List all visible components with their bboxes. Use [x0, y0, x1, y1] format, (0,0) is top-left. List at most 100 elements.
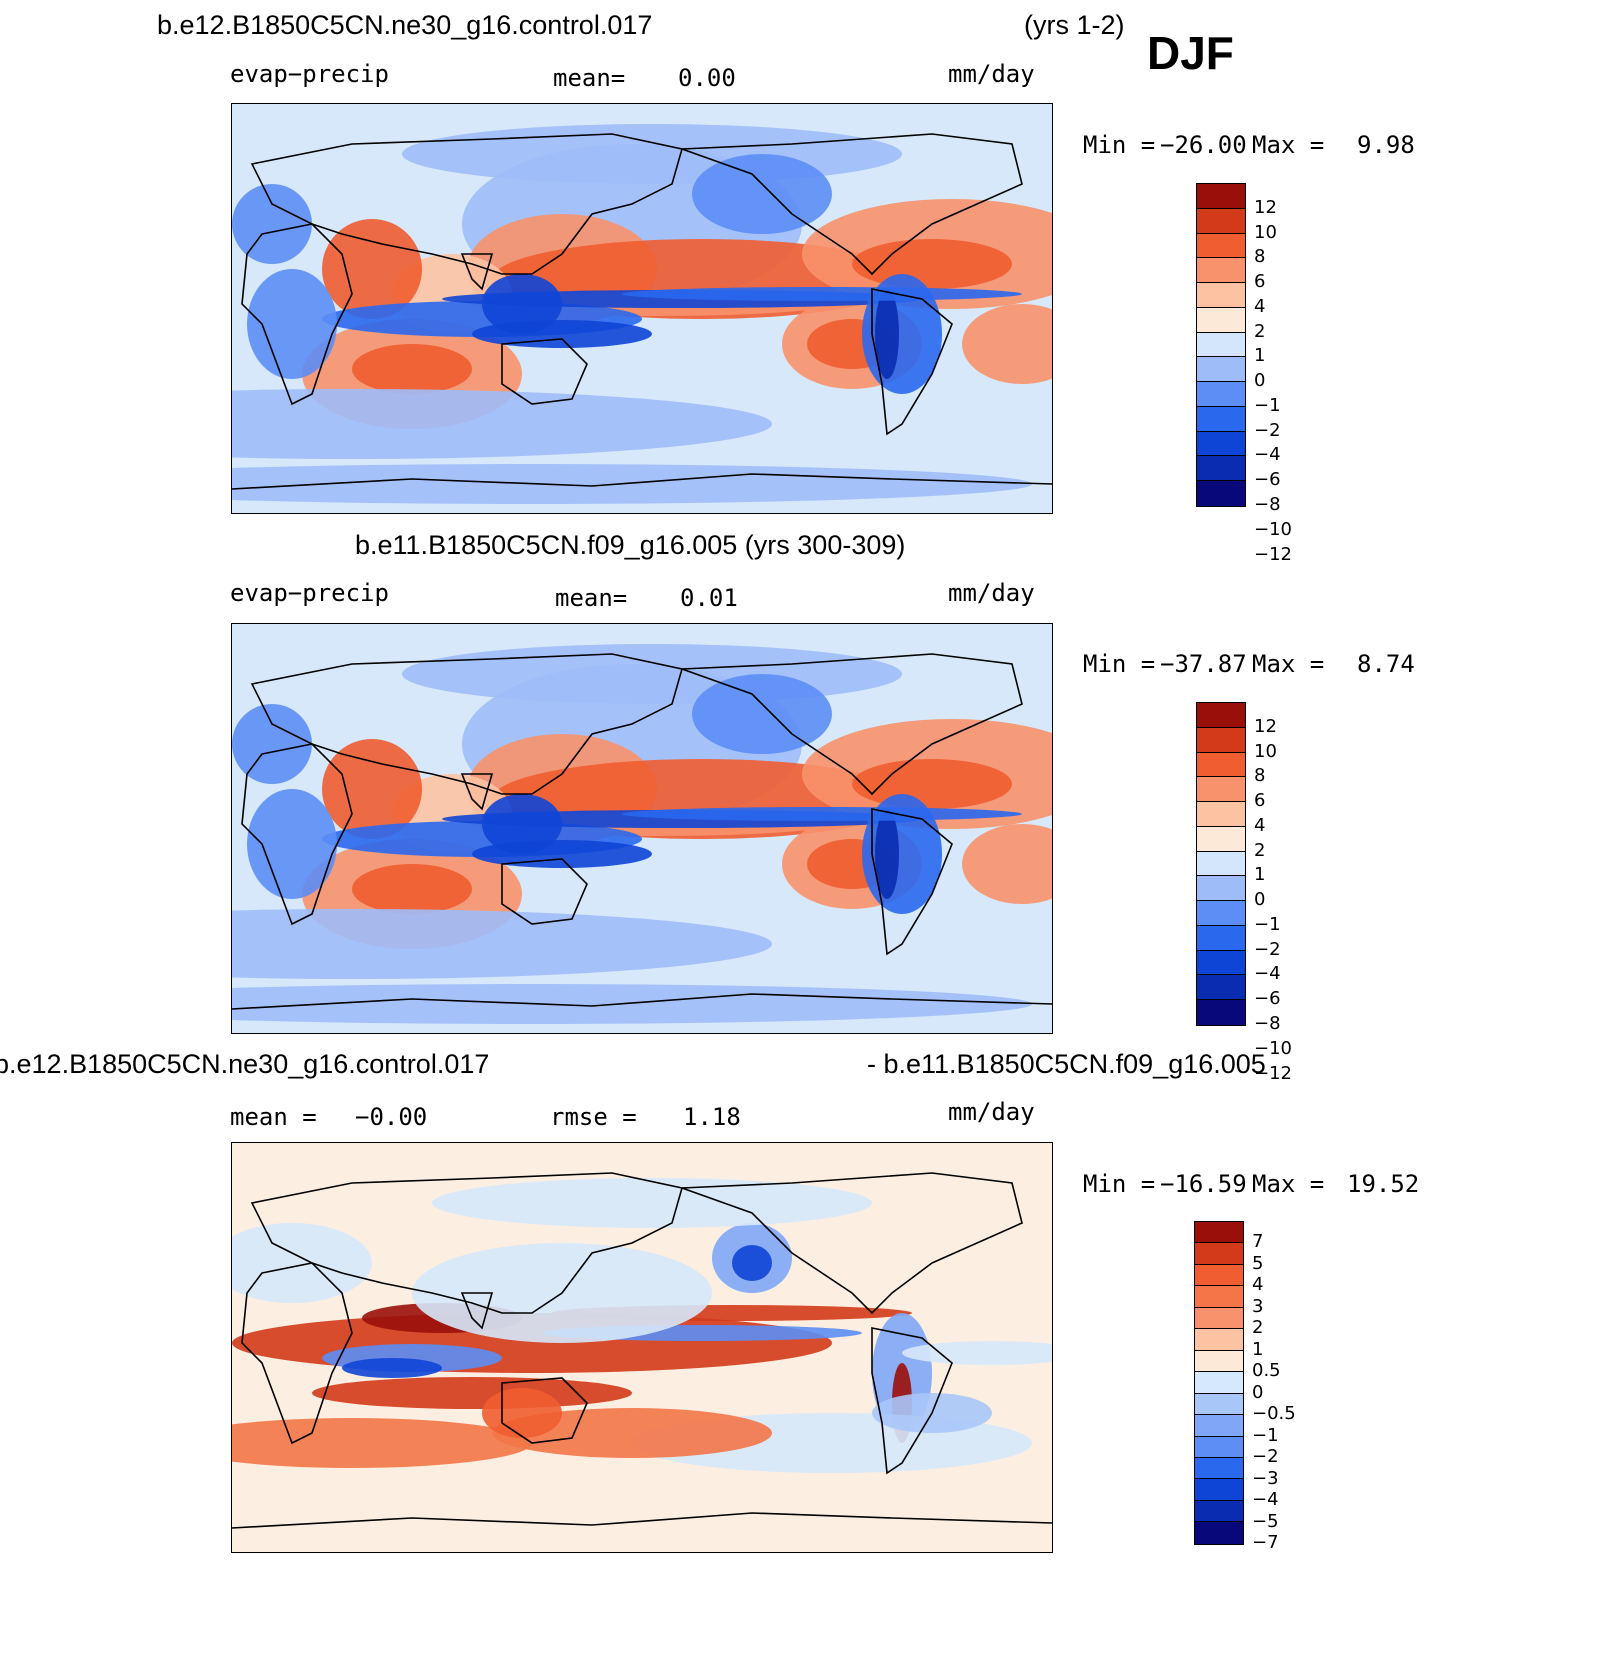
colorbar-segment	[1197, 481, 1245, 506]
colorbar-segment	[1197, 752, 1245, 778]
colorbar-tick-label: −12	[1254, 543, 1292, 565]
panel1-min-label: Min =	[1083, 131, 1156, 159]
colorbar-tick-label: 10	[1254, 740, 1277, 762]
panel3-units: mm/day	[948, 1098, 1035, 1126]
colorbar-tick-label: −2	[1252, 1446, 1279, 1468]
panel1-mean-label: mean=	[553, 64, 626, 92]
colorbar-tick-label: −2	[1254, 938, 1281, 960]
panel3-map-field	[232, 1172, 1052, 1529]
colorbar-tick-label: −6	[1254, 469, 1281, 491]
colorbar-segment	[1195, 1522, 1243, 1544]
colorbar-segment	[1195, 1415, 1243, 1437]
colorbar-segment	[1197, 258, 1245, 284]
panel2-map	[231, 623, 1053, 1034]
season-label: DJF	[1147, 27, 1234, 79]
colorbar-tick-label: −6	[1254, 988, 1281, 1010]
colorbar-tick-label: 0	[1252, 1381, 1264, 1403]
colorbar-tick-label: −5	[1252, 1510, 1279, 1532]
colorbar-tick-label: 8	[1254, 765, 1266, 787]
panel2-title: b.e11.B1850C5CN.f09_g16.005 (yrs 300-309…	[355, 530, 906, 560]
colorbar-segment	[1197, 382, 1245, 407]
colorbar-segment	[1197, 1000, 1245, 1025]
colorbar-tick-label: −7	[1252, 1532, 1279, 1553]
panel3-min-label: Min =	[1083, 1170, 1156, 1198]
colorbar-tick-label: 1	[1252, 1338, 1264, 1360]
colorbar-tick-label: −8	[1254, 494, 1281, 515]
colorbar-segment	[1197, 777, 1245, 803]
panel1-years: (yrs 1-2)	[1024, 10, 1125, 40]
colorbar-tick-label: 7	[1252, 1231, 1264, 1253]
panel3-mean-value: −0.00	[355, 1103, 428, 1131]
panel3-colorbar	[1194, 1221, 1244, 1545]
colorbar-segment	[1195, 1479, 1243, 1501]
colorbar-segment	[1197, 283, 1245, 308]
panel2-mean-label: mean=	[555, 584, 628, 612]
colorbar-tick-label: −12	[1254, 1062, 1292, 1084]
colorbar-tick-label: 4	[1254, 814, 1266, 836]
panel2-max-label: Max =	[1252, 650, 1325, 678]
colorbar-segment	[1195, 1350, 1243, 1373]
colorbar-segment	[1195, 1264, 1243, 1287]
colorbar-tick-label: 2	[1254, 320, 1266, 342]
colorbar-tick-label: 10	[1254, 221, 1277, 243]
colorbar-segment	[1197, 851, 1245, 877]
colorbar-tick-label: 12	[1254, 715, 1277, 737]
colorbar-segment	[1195, 1393, 1243, 1416]
colorbar-tick-label: −1	[1252, 1424, 1279, 1446]
field-contours	[232, 1178, 1052, 1473]
panel3-min-value: −16.59	[1160, 1170, 1247, 1198]
panel3-title-right: - b.e11.B1850C5CN.f09_g16.005	[867, 1049, 1266, 1079]
colorbar-segment	[1195, 1500, 1243, 1523]
coastlines	[232, 653, 1052, 1010]
colorbar-segment	[1197, 431, 1245, 457]
panel2-max-value: 8.74	[1357, 650, 1415, 678]
colorbar-segment	[1197, 357, 1245, 383]
colorbar-tick-label: 5	[1252, 1252, 1264, 1274]
colorbar-tick-label: −10	[1254, 518, 1292, 540]
colorbar-segment	[1197, 307, 1245, 333]
colorbar-segment	[1195, 1436, 1243, 1458]
colorbar-segment	[1197, 901, 1245, 926]
colorbar-segment	[1197, 802, 1245, 827]
field-contours	[232, 124, 1052, 504]
colorbar-tick-label: −2	[1254, 419, 1281, 441]
colorbar-tick-label: 6	[1254, 790, 1266, 812]
panel3-max-label: Max =	[1252, 1170, 1325, 1198]
colorbar-segment	[1197, 233, 1245, 259]
colorbar-tick-label: −8	[1254, 1013, 1281, 1034]
colorbar-segment	[1197, 332, 1245, 358]
colorbar-segment	[1195, 1372, 1243, 1394]
colorbar-segment	[1197, 703, 1245, 728]
panel1-mean-value: 0.00	[678, 64, 736, 92]
colorbar-segment	[1197, 925, 1245, 951]
panel2-colorbar	[1196, 702, 1246, 1026]
panel2-min-value: −37.87	[1160, 650, 1247, 678]
colorbar-tick-label: −4	[1254, 444, 1281, 466]
colorbar-tick-label: 8	[1254, 246, 1266, 268]
colorbar-tick-label: 4	[1254, 295, 1266, 317]
panel1-colorbar	[1196, 183, 1246, 507]
colorbar-tick-label: 1	[1254, 864, 1266, 886]
colorbar-tick-label: −10	[1254, 1037, 1292, 1059]
panel1-max-value: 9.98	[1357, 131, 1415, 159]
panel1-title: b.e12.B1850C5CN.ne30_g16.control.017	[157, 10, 653, 40]
colorbar-tick-label: 0	[1254, 370, 1266, 392]
colorbar-segment	[1195, 1307, 1243, 1330]
colorbar-tick-label: 2	[1254, 839, 1266, 861]
colorbar-segment	[1197, 184, 1245, 209]
colorbar-segment	[1195, 1222, 1243, 1244]
colorbar-tick-label: 2	[1252, 1317, 1264, 1339]
panel1-max-label: Max =	[1252, 131, 1325, 159]
colorbar-tick-label: −1	[1254, 394, 1281, 416]
colorbar-segment	[1197, 975, 1245, 1001]
panel1-map-field	[232, 124, 1052, 504]
colorbar-segment	[1197, 826, 1245, 852]
colorbar-tick-label: 1	[1254, 345, 1266, 367]
colorbar-tick-label: 0	[1254, 889, 1266, 911]
panel3-title-left: b.e12.B1850C5CN.ne30_g16.control.017	[0, 1049, 490, 1079]
panel2-units: mm/day	[948, 579, 1035, 607]
colorbar-segment	[1195, 1457, 1243, 1480]
colorbar-tick-label: 4	[1252, 1274, 1264, 1296]
panel3-rmse-label: rmse =	[550, 1103, 637, 1131]
panel1-variable: evap−precip	[230, 60, 389, 88]
